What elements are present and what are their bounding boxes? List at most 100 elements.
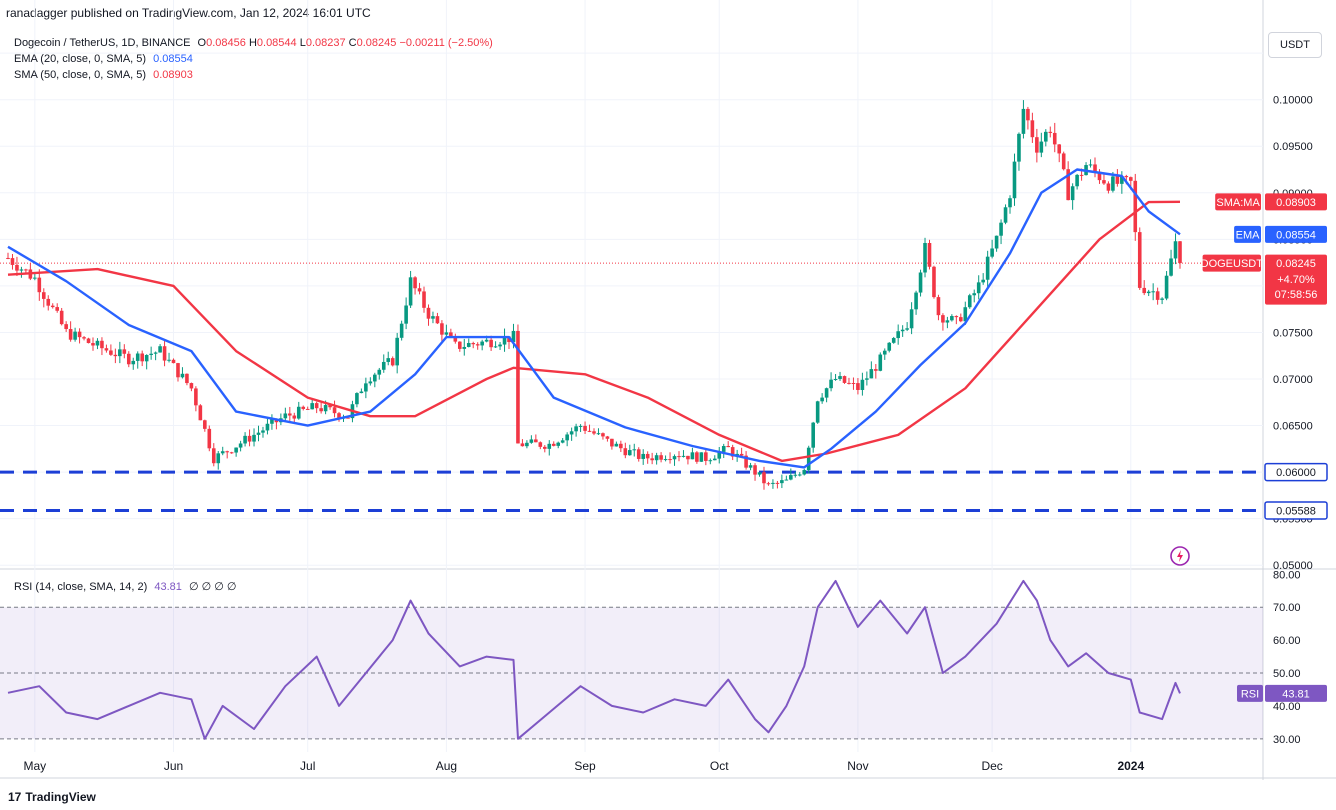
candle (59, 307, 64, 326)
candle (135, 351, 140, 369)
candle (15, 256, 19, 277)
candle-body (950, 316, 954, 321)
candle-body (1039, 141, 1044, 153)
candle (596, 428, 601, 436)
candle (1088, 159, 1093, 168)
candle-body (1102, 180, 1106, 184)
candle-body (220, 451, 225, 454)
candle (959, 313, 963, 323)
candle (914, 290, 918, 315)
time-tick-label: Jun (164, 759, 183, 773)
candle (449, 328, 453, 338)
candle-body (149, 353, 153, 355)
candle (820, 393, 824, 404)
ema-tag-label: EMA (1236, 229, 1261, 241)
candle-body (1044, 131, 1048, 142)
candle (932, 265, 936, 299)
candle (529, 435, 534, 444)
candle-body (377, 369, 382, 375)
candle-body (86, 338, 91, 344)
candle (574, 423, 578, 437)
candle (395, 332, 399, 374)
candle (55, 303, 60, 313)
candle-body (874, 369, 878, 371)
candle (458, 341, 462, 352)
candle-body (314, 403, 319, 409)
ohlc-high: 0.08544 (256, 37, 297, 49)
sma-tag-value-box (1265, 193, 1327, 211)
candle-body (261, 430, 265, 433)
candle-body (475, 344, 480, 346)
candle (1093, 157, 1097, 178)
candle-body (1026, 108, 1030, 121)
candle-body (19, 269, 24, 271)
candle-body (292, 415, 297, 419)
candle (650, 452, 654, 465)
candle-body (1057, 144, 1062, 154)
candle-body (762, 472, 766, 484)
candle-body (981, 279, 985, 283)
candle (784, 475, 789, 481)
candle-body (757, 472, 762, 475)
ohlc-low: 0.08237 (305, 37, 346, 49)
candle-body (10, 258, 15, 265)
candle-body (972, 293, 977, 296)
candle-body (891, 338, 896, 343)
rsi-tag: RSI 43.81 (1237, 684, 1327, 702)
candle (1021, 100, 1026, 139)
candle (109, 344, 113, 356)
candle (480, 339, 484, 351)
candle (216, 451, 221, 470)
candle (1160, 297, 1164, 305)
candle (918, 269, 923, 297)
candle (270, 414, 274, 430)
candle (708, 458, 713, 465)
candle-body (480, 341, 484, 346)
candle-body (730, 447, 735, 457)
candle (198, 404, 203, 421)
candle (140, 350, 144, 367)
candle (654, 452, 659, 465)
candle-body (681, 455, 686, 457)
rsi-tick-label: 70.00 (1273, 602, 1301, 614)
ohlc-high-label: H (248, 37, 257, 49)
candle (1155, 287, 1160, 305)
rsi-tag-value: 43.81 (1282, 688, 1310, 700)
candle (569, 427, 574, 441)
candle (981, 273, 985, 285)
price-tick-label: 0.10000 (1273, 95, 1313, 107)
candle (556, 441, 561, 449)
candle-body (158, 346, 162, 353)
candle (390, 356, 395, 367)
candle-body (976, 282, 981, 294)
candle-body (498, 344, 502, 347)
candle (699, 452, 704, 462)
candle (668, 452, 672, 464)
candle (220, 446, 225, 456)
candle-body (41, 292, 46, 299)
candle (945, 316, 950, 329)
ohlc-low-label: L (299, 37, 306, 49)
candle (310, 399, 314, 410)
candle (1151, 283, 1155, 301)
candle-body (462, 346, 467, 349)
candle (211, 443, 216, 467)
candle-body (1048, 131, 1053, 133)
candle (717, 446, 722, 464)
time-tick-label: Jul (300, 759, 315, 773)
candle (789, 468, 793, 481)
candle-body (1070, 186, 1075, 201)
candle-body (59, 310, 64, 325)
candle (498, 342, 502, 350)
candle-body (211, 448, 216, 464)
time-tick-label: Oct (710, 759, 729, 773)
currency-button[interactable]: USDT (1268, 32, 1322, 58)
candle (1061, 151, 1066, 171)
candle (435, 312, 440, 325)
candle (413, 276, 417, 295)
candle-body (909, 309, 914, 329)
candle (41, 288, 46, 308)
candle (1106, 181, 1111, 194)
candle-body (914, 292, 918, 310)
